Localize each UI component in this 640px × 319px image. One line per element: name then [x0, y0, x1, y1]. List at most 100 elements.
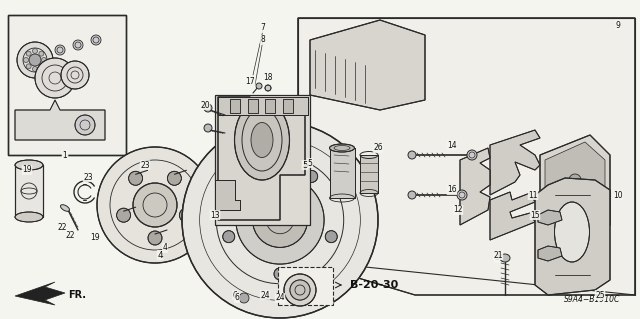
Text: 21: 21 [493, 250, 503, 259]
Circle shape [24, 57, 29, 63]
Circle shape [42, 57, 47, 63]
Circle shape [239, 293, 249, 303]
Bar [330, 148, 355, 198]
Circle shape [73, 40, 83, 50]
Bar [278, 267, 333, 305]
Circle shape [33, 48, 38, 54]
Circle shape [569, 204, 581, 216]
Text: 25: 25 [595, 291, 605, 300]
Polygon shape [490, 130, 540, 195]
Circle shape [55, 45, 65, 55]
Text: S9A4−B1910C: S9A4−B1910C [564, 295, 620, 305]
Circle shape [97, 147, 213, 263]
Circle shape [116, 208, 131, 222]
Ellipse shape [467, 150, 477, 160]
Text: 26: 26 [373, 144, 383, 152]
Polygon shape [218, 97, 305, 220]
Text: 12: 12 [453, 205, 463, 214]
Text: 6: 6 [232, 291, 237, 300]
Bar [8, 15, 126, 155]
Circle shape [306, 170, 317, 182]
Ellipse shape [457, 190, 467, 200]
Polygon shape [15, 282, 65, 305]
Bar [283, 99, 293, 113]
Text: 20: 20 [200, 100, 210, 109]
Ellipse shape [554, 202, 589, 262]
Text: 19: 19 [22, 166, 32, 174]
Polygon shape [490, 192, 535, 240]
Ellipse shape [204, 104, 212, 112]
Ellipse shape [256, 83, 262, 89]
Text: 17: 17 [245, 78, 255, 86]
Circle shape [39, 51, 44, 56]
Text: 23: 23 [140, 160, 150, 169]
Text: 16: 16 [447, 186, 457, 195]
Polygon shape [538, 246, 562, 261]
Bar [8, 15, 126, 155]
Circle shape [129, 171, 143, 185]
Text: 22: 22 [57, 224, 67, 233]
Ellipse shape [330, 144, 355, 152]
Polygon shape [215, 180, 240, 210]
Polygon shape [538, 210, 562, 225]
Ellipse shape [265, 85, 271, 91]
Ellipse shape [500, 254, 510, 262]
Polygon shape [460, 148, 490, 225]
Text: 14: 14 [447, 140, 457, 150]
Text: 1: 1 [62, 151, 68, 160]
Text: 23: 23 [83, 173, 93, 182]
Circle shape [61, 61, 89, 89]
Circle shape [325, 231, 337, 243]
Ellipse shape [15, 212, 43, 222]
Bar [283, 99, 293, 113]
Text: 19: 19 [90, 234, 100, 242]
Circle shape [26, 64, 31, 69]
Circle shape [148, 231, 162, 245]
Circle shape [168, 171, 181, 185]
Text: 6: 6 [235, 293, 239, 302]
Polygon shape [535, 178, 610, 295]
Bar [360, 155, 378, 193]
Text: 4: 4 [163, 243, 168, 253]
Bar [248, 99, 258, 113]
Bar [248, 99, 258, 113]
Circle shape [29, 54, 41, 66]
Bar [15, 165, 43, 217]
Ellipse shape [408, 151, 416, 159]
Text: 13: 13 [210, 211, 220, 219]
Circle shape [287, 287, 303, 303]
Text: 10: 10 [613, 190, 623, 199]
Circle shape [236, 176, 324, 264]
Text: 9: 9 [616, 20, 620, 29]
Text: 15: 15 [530, 211, 540, 219]
Text: 22: 22 [65, 231, 75, 240]
Text: 5: 5 [308, 159, 312, 167]
Polygon shape [15, 100, 105, 140]
Circle shape [569, 174, 581, 186]
Circle shape [39, 64, 44, 69]
Ellipse shape [234, 100, 289, 180]
Circle shape [17, 42, 53, 78]
Ellipse shape [408, 191, 416, 199]
Text: 24: 24 [275, 293, 285, 302]
Polygon shape [298, 18, 635, 295]
Circle shape [91, 35, 101, 45]
Text: 3: 3 [495, 254, 499, 263]
Circle shape [274, 268, 286, 280]
Circle shape [75, 115, 95, 135]
Bar [218, 97, 308, 115]
Text: 8: 8 [260, 35, 266, 44]
Bar [265, 99, 275, 113]
Bar [15, 165, 43, 217]
Bar [330, 148, 355, 198]
Circle shape [33, 66, 38, 71]
Bar [230, 99, 240, 113]
Text: B-20-30: B-20-30 [350, 280, 398, 290]
Text: 11: 11 [528, 190, 538, 199]
Ellipse shape [15, 160, 43, 170]
Bar [230, 99, 240, 113]
Polygon shape [310, 20, 425, 110]
Polygon shape [545, 142, 605, 248]
Text: 4: 4 [157, 250, 163, 259]
Bar [218, 97, 308, 115]
